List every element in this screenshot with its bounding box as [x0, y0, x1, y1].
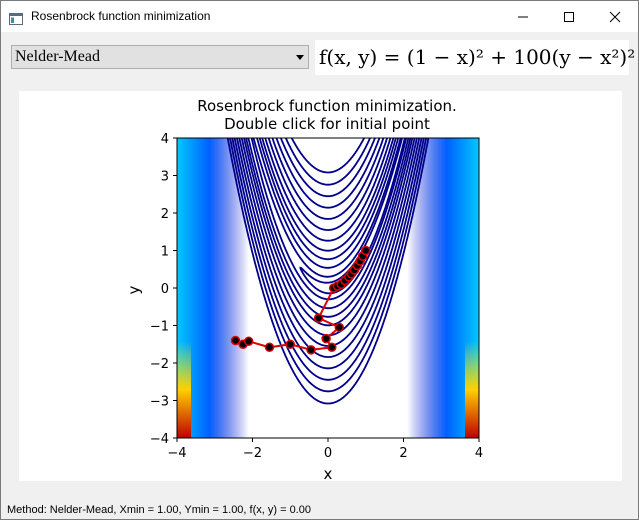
contour-level-9: [231, 138, 425, 381]
method-dropdown-value: Nelder-Mead: [15, 48, 100, 65]
path-point: [306, 345, 316, 355]
contour-level-10: [229, 138, 427, 393]
close-button[interactable]: [592, 1, 638, 32]
contour-plot[interactable]: Rosenbrock function minimization. Double…: [19, 91, 622, 481]
minimize-icon: [518, 16, 528, 18]
close-icon: [609, 11, 621, 23]
maximize-button[interactable]: [546, 1, 592, 32]
contour-level-5: [240, 138, 416, 337]
status-bar-text: Method: Nelder-Mead, Xmin = 1.00, Ymin =…: [7, 504, 311, 516]
colormap-corner-right: [465, 341, 479, 438]
y-tick-label: 2: [161, 207, 169, 222]
y-tick-label: −4: [150, 432, 169, 447]
x-tick-label: −2: [243, 446, 262, 461]
contour-level-4: [243, 138, 414, 327]
x-tick-label: 0: [324, 446, 332, 461]
window-title: Rosenbrock function minimization: [31, 9, 211, 23]
path-point: [313, 313, 324, 323]
y-tick-label: −2: [150, 357, 169, 372]
path-point: [361, 245, 371, 256]
title-bar[interactable]: Rosenbrock function minimization: [1, 1, 638, 32]
path-point: [327, 342, 337, 353]
plot-canvas[interactable]: Rosenbrock function minimization. Double…: [19, 91, 622, 481]
path-point: [321, 333, 331, 344]
path-point: [285, 339, 296, 350]
y-tick-label: 1: [161, 245, 169, 260]
y-tick-label: 4: [161, 132, 169, 147]
x-tick-label: 4: [475, 446, 483, 461]
path-point: [230, 335, 241, 346]
method-dropdown[interactable]: Nelder-Mead: [11, 45, 309, 69]
formula-display: f(x, y) = (1 − x)² + 100(y − x²)²: [315, 40, 635, 75]
maximize-icon: [564, 12, 574, 22]
contour-level-1: [250, 138, 408, 301]
contour-level-2: [247, 138, 410, 310]
x-axis-ticks: −4 −2 0 2 4: [167, 438, 483, 461]
path-point: [243, 336, 254, 347]
plot-area: [177, 138, 479, 438]
contour-level-6: [238, 138, 418, 347]
y-axis-ticks: 4 3 2 1 0 −1 −2 −3 −4: [150, 132, 177, 447]
contour-level-7: [236, 138, 421, 358]
x-tick-label: −4: [167, 446, 186, 461]
x-axis-label: x: [324, 465, 333, 481]
optimization-path: [230, 245, 371, 355]
chart-subtitle: Double click for initial point: [224, 115, 430, 133]
contour-level-8: [233, 138, 423, 370]
path-point: [334, 322, 345, 333]
y-tick-label: −3: [150, 395, 169, 410]
y-axis-label: y: [125, 285, 143, 294]
y-tick-label: 3: [161, 170, 169, 185]
chevron-down-icon: [296, 55, 304, 60]
path-point: [264, 342, 275, 353]
y-tick-label: −1: [150, 320, 169, 335]
contour-lines: [226, 138, 430, 405]
contour-level-11: [226, 138, 430, 405]
contour-level-3: [245, 138, 412, 318]
chart-title: Rosenbrock function minimization.: [197, 97, 457, 115]
colormap-corner-left: [177, 341, 191, 438]
minimize-button[interactable]: [500, 1, 546, 32]
y-tick-label: 0: [161, 282, 169, 297]
app-icon: [9, 10, 23, 25]
x-tick-label: 2: [399, 446, 407, 461]
